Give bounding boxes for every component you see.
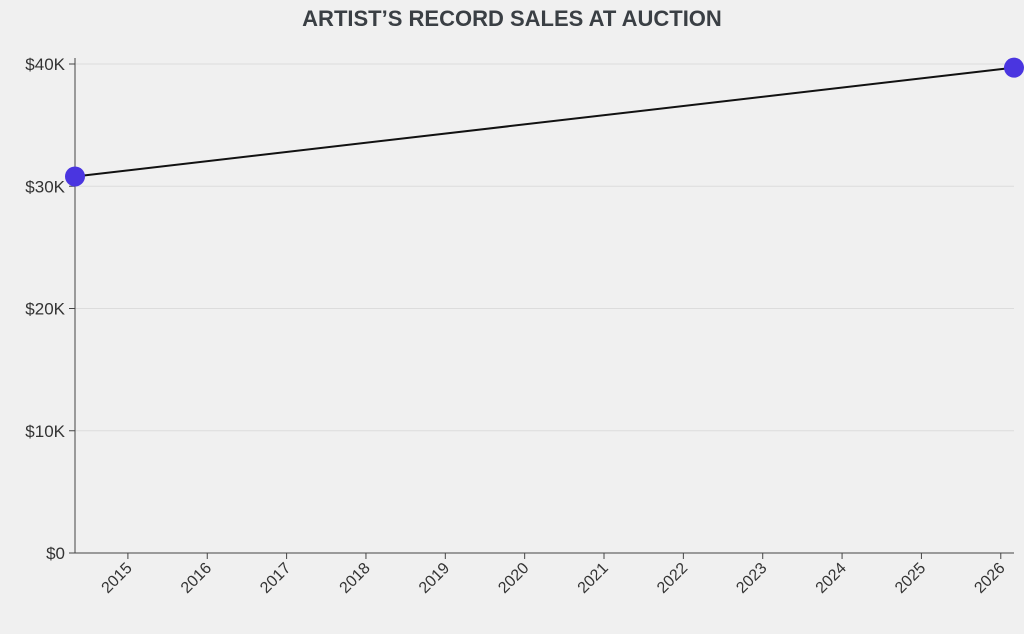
- y-axis-ticks: $0 $10K $20K $30K $40K: [25, 55, 75, 563]
- series-line: [74, 66, 1015, 178]
- grid-lines: [75, 63, 1014, 432]
- x-tick-label: 2026: [971, 560, 1008, 597]
- y-tick-label: $10K: [25, 422, 65, 441]
- x-axis-ticks: 2015 2016 2017 2018 2019 2020 2021 2022 2023 2024…: [99, 553, 1009, 597]
- x-tick-label: 2017: [257, 560, 294, 597]
- x-tick-label: 2018: [337, 560, 374, 597]
- chart-title: ARTIST’S RECORD SALES AT AUCTION: [302, 6, 722, 31]
- axes: [74, 58, 1014, 554]
- x-tick-label: 2020: [495, 560, 532, 597]
- x-tick-label: 2016: [178, 560, 215, 597]
- y-tick-label: $40K: [25, 55, 65, 74]
- y-tick-label: $0: [46, 544, 65, 563]
- x-tick-label: 2025: [892, 560, 929, 597]
- x-tick-label: 2023: [733, 560, 770, 597]
- x-tick-label: 2024: [813, 560, 850, 597]
- data-point[interactable]: [1004, 57, 1024, 78]
- x-tick-label: 2021: [575, 560, 612, 597]
- y-tick-label: $20K: [25, 300, 65, 319]
- y-tick-label: $30K: [25, 177, 65, 196]
- x-tick-label: 2019: [416, 560, 453, 597]
- series: [65, 57, 1024, 187]
- x-tick-label: 2015: [99, 560, 136, 597]
- data-point[interactable]: [65, 166, 85, 187]
- x-tick-label: 2022: [654, 560, 691, 597]
